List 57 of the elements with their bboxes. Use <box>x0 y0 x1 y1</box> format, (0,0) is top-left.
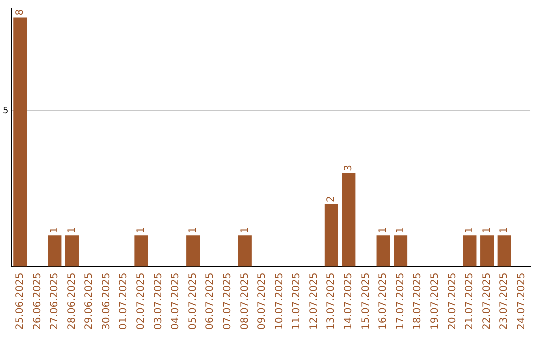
x-tick-label: 01.07.2025 <box>118 272 130 330</box>
x-tick-label: 21.07.2025 <box>464 272 476 330</box>
x-tick-label: 20.07.2025 <box>447 272 458 330</box>
x-tick-label: 24.07.2025 <box>516 272 528 330</box>
x-tick-label: 26.06.2025 <box>32 272 44 330</box>
x-tick-label: 07.07.2025 <box>222 272 234 330</box>
bar <box>66 236 79 267</box>
x-tick-label: 04.07.2025 <box>170 272 182 330</box>
data-label: 1 <box>378 227 390 234</box>
x-tick-label: 03.07.2025 <box>153 272 164 330</box>
y-tick-label: 5 <box>2 106 9 116</box>
data-label: 1 <box>66 227 78 234</box>
data-label: 1 <box>464 227 476 234</box>
x-tick-label: 05.07.2025 <box>188 272 199 330</box>
bar <box>342 173 356 267</box>
x-tick-label: 17.07.2025 <box>395 272 406 330</box>
x-tick-label: 23.07.2025 <box>499 272 510 330</box>
bar <box>186 236 200 267</box>
x-tick-label: 14.07.2025 <box>344 272 355 330</box>
x-tick-label: 13.07.2025 <box>326 272 338 330</box>
bar <box>134 236 148 267</box>
data-label: 1 <box>395 227 406 234</box>
data-label: 1 <box>50 227 61 234</box>
data-label: 8 <box>14 9 26 16</box>
x-tick-label: 30.06.2025 <box>101 272 112 330</box>
bar <box>238 236 252 267</box>
bar <box>14 18 28 267</box>
data-label: 3 <box>344 164 355 172</box>
bar <box>376 236 390 267</box>
x-tick-label: 19.07.2025 <box>430 272 441 330</box>
bar <box>463 236 477 267</box>
bar <box>324 204 338 267</box>
x-tick-label: 09.07.2025 <box>257 272 268 330</box>
x-tick-label: 18.07.2025 <box>412 272 424 330</box>
x-tick-label: 08.07.2025 <box>240 272 251 330</box>
x-tick-label: 16.07.2025 <box>378 272 390 330</box>
bar <box>480 236 494 267</box>
x-tick-label: 28.06.2025 <box>66 272 78 330</box>
data-label: 1 <box>482 227 493 234</box>
bar <box>498 236 512 267</box>
data-label: 1 <box>136 227 148 234</box>
x-tick-label: 12.07.2025 <box>308 272 320 330</box>
x-tick-label: 11.07.2025 <box>292 272 303 330</box>
x-tick-label: 22.07.2025 <box>482 272 493 330</box>
x-tick-label: 29.06.2025 <box>84 272 96 330</box>
bar <box>48 236 62 267</box>
x-tick-label: 27.06.2025 <box>50 272 61 330</box>
data-label: 1 <box>188 227 199 234</box>
x-tick-label: 06.07.2025 <box>205 272 216 330</box>
x-tick-label: 25.06.2025 <box>14 272 26 330</box>
x-tick-label: 15.07.2025 <box>360 272 372 330</box>
x-tick-label: 10.07.2025 <box>274 272 286 330</box>
data-label: 1 <box>499 227 510 234</box>
bar <box>394 236 408 267</box>
x-tick-label: 02.07.2025 <box>136 272 148 330</box>
data-label: 1 <box>240 227 251 234</box>
data-label: 2 <box>326 196 338 202</box>
